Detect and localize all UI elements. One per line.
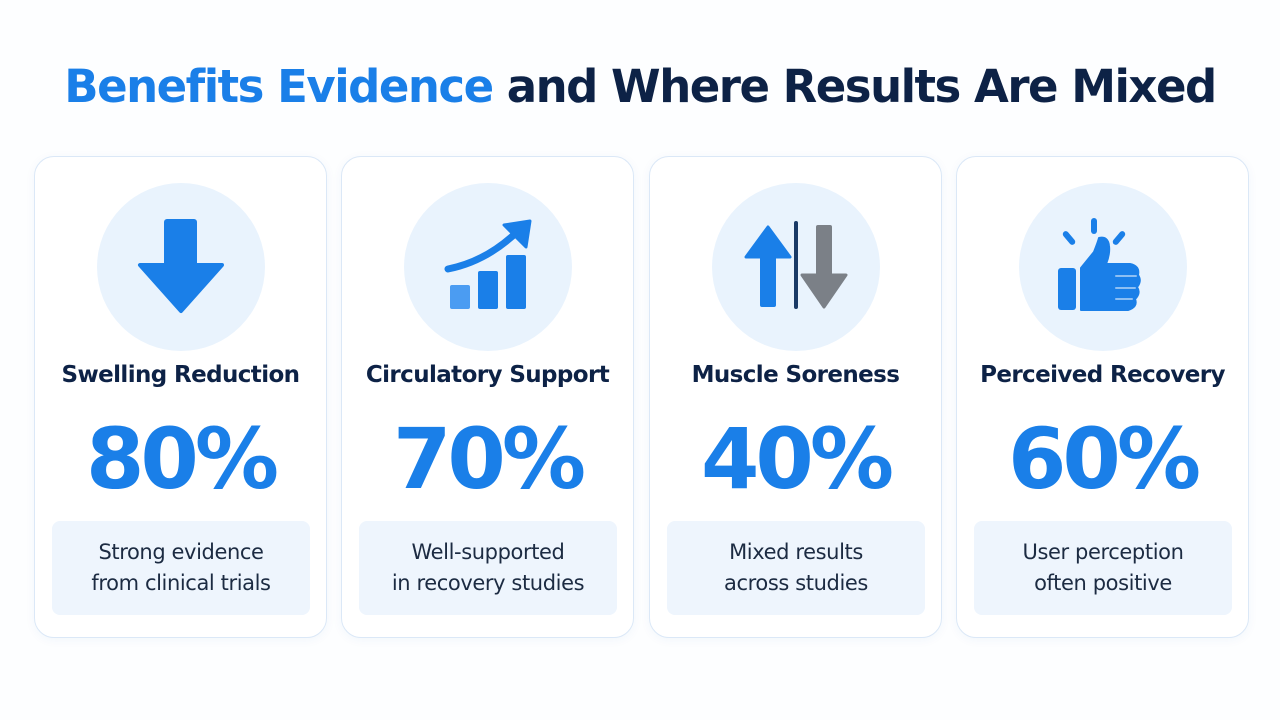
icon-circle <box>404 183 572 351</box>
icon-circle <box>712 183 880 351</box>
card-percentage: 70% <box>392 410 586 508</box>
card-percentage: 60% <box>1007 410 1201 508</box>
card-title: Swelling Reduction <box>61 362 301 388</box>
card-description: Well-supported in recovery studies <box>391 540 585 595</box>
card-description: User perception often positive <box>1022 540 1184 595</box>
card-title: Perceived Recovery <box>980 362 1225 388</box>
card-description-box: User perception often positive <box>974 521 1232 615</box>
card-description-box: Well-supported in recovery studies <box>359 521 617 615</box>
page-title: Benefits Evidence and Where Results Are … <box>0 60 1280 113</box>
card-description: Mixed results across studies <box>724 540 868 595</box>
card-perceived-recovery: Perceived Recovery 60% User perception o… <box>956 156 1249 638</box>
up-down-arrows-icon <box>744 221 848 309</box>
card-description: Strong evidence from clinical trials <box>91 540 271 595</box>
icon-circle <box>1019 183 1187 351</box>
card-description-box: Strong evidence from clinical trials <box>52 521 310 615</box>
card-title: Muscle Soreness <box>691 362 900 388</box>
title-highlight: Benefits Evidence <box>64 60 494 113</box>
card-muscle-soreness: Muscle Soreness 40% Mixed results across… <box>649 156 942 638</box>
icon-circle <box>97 183 265 351</box>
thumbs-up-icon <box>1058 218 1141 311</box>
title-rest: and Where Results Are Mixed <box>506 60 1217 113</box>
card-description-box: Mixed results across studies <box>667 521 925 615</box>
card-circulatory-support: Circulatory Support 70% Well-supported i… <box>341 156 634 638</box>
arrow-down-icon <box>138 219 224 313</box>
card-swelling-reduction: Swelling Reduction 80% Strong evidence f… <box>34 156 327 638</box>
trend-up-chart-icon <box>444 219 532 309</box>
card-title: Circulatory Support <box>365 362 610 388</box>
card-percentage: 80% <box>85 410 279 508</box>
card-percentage: 40% <box>700 410 894 508</box>
